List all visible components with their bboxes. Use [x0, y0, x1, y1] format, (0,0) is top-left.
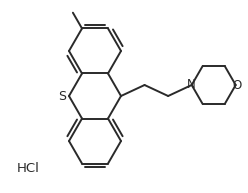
Text: HCl: HCl [17, 163, 39, 175]
Text: S: S [58, 90, 66, 102]
Text: O: O [232, 79, 241, 91]
Text: N: N [187, 78, 196, 91]
